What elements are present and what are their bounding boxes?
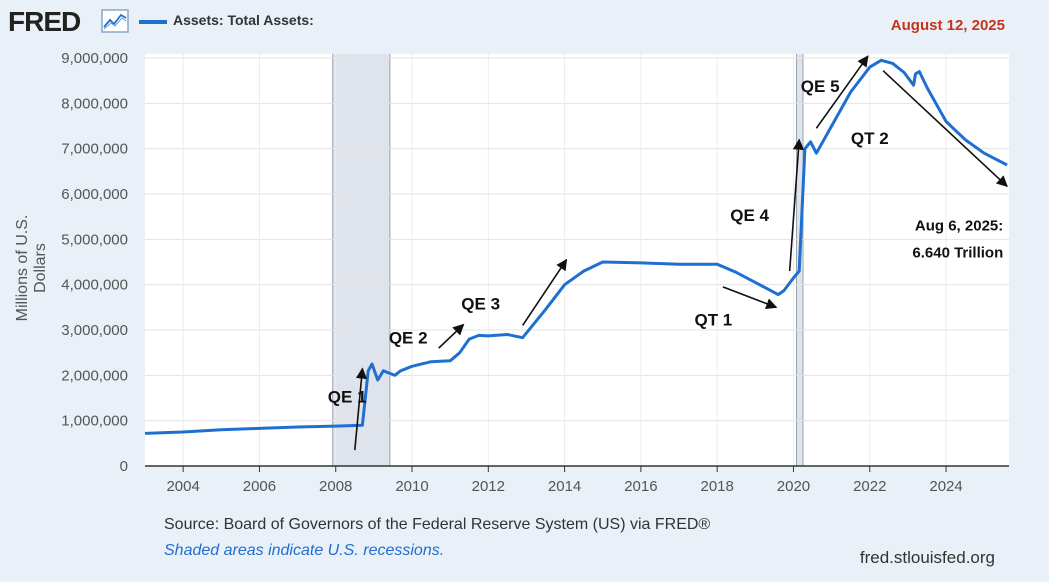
x-tick-label: 2010 — [395, 478, 428, 495]
plot-area — [145, 54, 1009, 466]
x-tick-label: 2014 — [548, 478, 581, 495]
annotation-label: QE 2 — [389, 329, 428, 348]
annotation-arrow — [722, 286, 778, 309]
x-tick-label: 2018 — [700, 478, 733, 495]
x-tick-label: 2004 — [166, 478, 199, 495]
x-tick-label: 2008 — [319, 478, 352, 495]
annotation-label: QT 2 — [851, 129, 889, 148]
annotation-arrow — [438, 323, 465, 349]
y-tick-label: 7,000,000 — [61, 141, 128, 158]
y-tick-label: 8,000,000 — [61, 95, 128, 112]
legend-swatch — [139, 20, 167, 24]
annotation-arrow — [788, 138, 805, 272]
annotation-arrow — [354, 367, 368, 451]
legend-label[interactable]: Assets: Total Assets: — [173, 12, 314, 28]
y-tick-label: 2,000,000 — [61, 367, 128, 384]
x-tick-label: 2022 — [853, 478, 886, 495]
recession-note: Shaded areas indicate U.S. recessions. — [164, 542, 445, 559]
annotation-label: QE 5 — [801, 77, 840, 96]
x-tick-label: 2024 — [929, 478, 962, 495]
annotation-arrow — [882, 70, 1008, 188]
y-tick-label: 4,000,000 — [61, 277, 128, 294]
x-tick-label: 2006 — [243, 478, 276, 495]
annotation-label: 6.640 Trillion — [912, 244, 1003, 261]
fred-url-link[interactable]: fred.stlouisfed.org — [859, 548, 995, 567]
annotation-label: Aug 6, 2025: — [915, 217, 1003, 234]
annotation-label: QT 1 — [694, 310, 732, 329]
annotation-label: QE 4 — [730, 206, 769, 225]
source-note: Source: Board of Governors of the Federa… — [164, 516, 711, 533]
fred-logo[interactable]: FRED — [8, 6, 81, 37]
recession-band — [332, 54, 390, 466]
y-tick-label: 5,000,000 — [61, 231, 128, 248]
x-tick-label: 2016 — [624, 478, 657, 495]
y-tick-label: 9,000,000 — [61, 50, 128, 67]
y-tick-label: 3,000,000 — [61, 322, 128, 339]
y-tick-label: 1,000,000 — [61, 413, 128, 430]
chart-date: August 12, 2025 — [890, 17, 1005, 34]
y-tick-label: 6,000,000 — [61, 186, 128, 203]
annotation-label: QE 1 — [328, 388, 367, 407]
annotation-arrow — [521, 258, 568, 326]
x-tick-label: 2020 — [777, 478, 810, 495]
chart-header: FRED Assets: Total Assets: August 12, 20… — [0, 0, 1049, 44]
series-line-total-assets — [144, 58, 1008, 435]
annotation-arrow — [815, 55, 869, 129]
annotation-label: QE 3 — [461, 295, 500, 314]
x-tick-label: 2012 — [472, 478, 505, 495]
fred-chart-icon — [101, 9, 129, 33]
y-tick-label: 0 — [120, 458, 128, 475]
